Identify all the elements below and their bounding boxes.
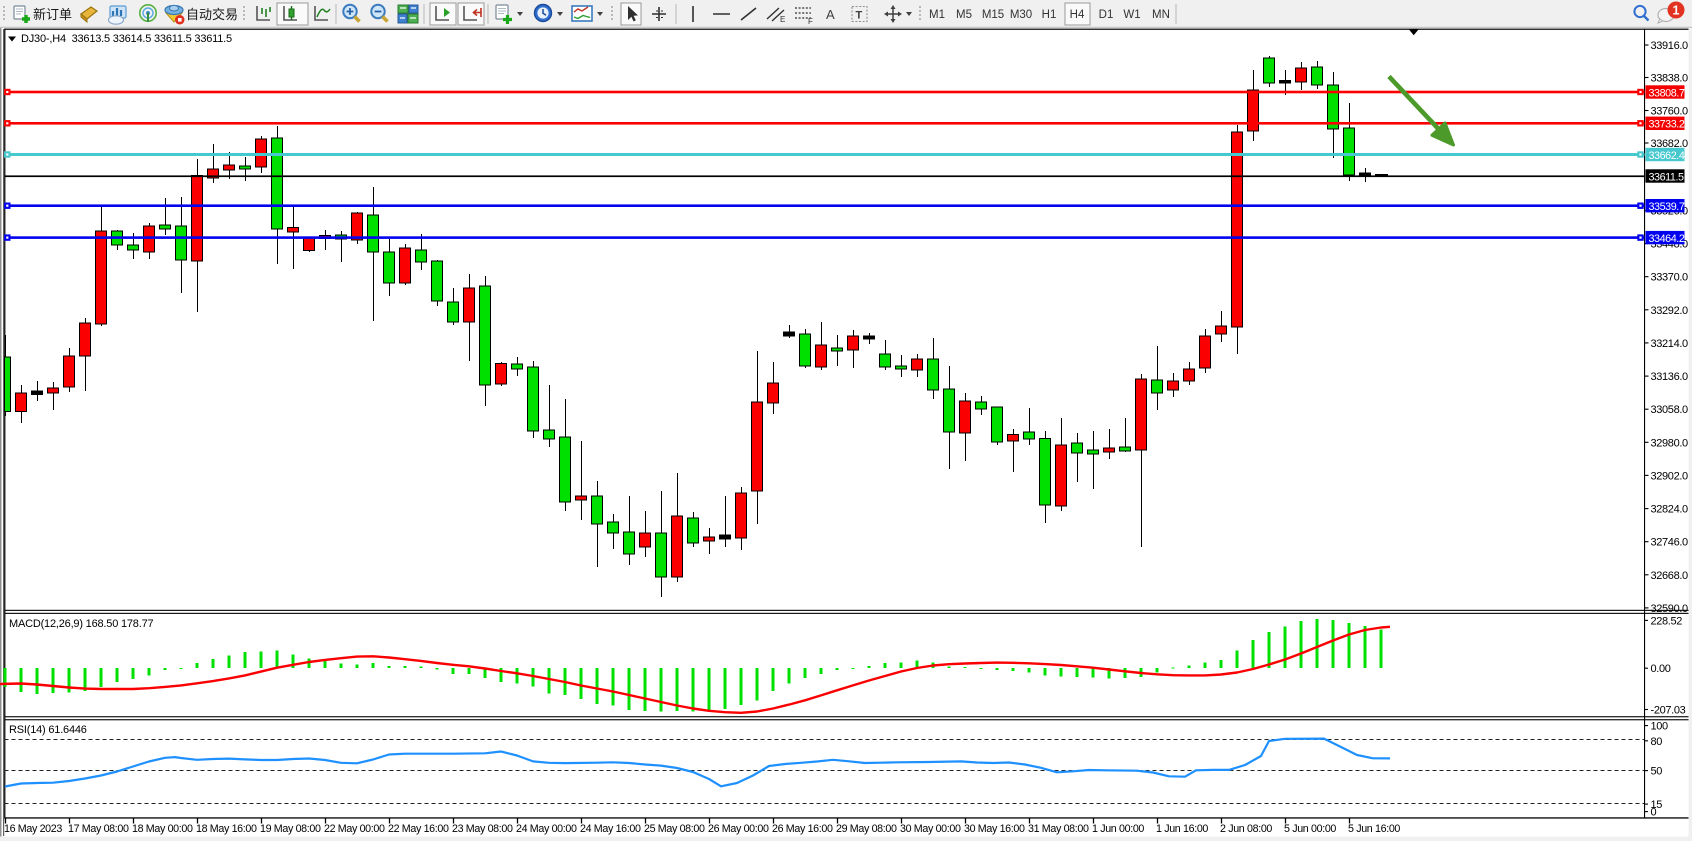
svg-text:33136.0: 33136.0 — [1651, 371, 1689, 383]
svg-text:33760.0: 33760.0 — [1651, 106, 1689, 118]
svg-text:26 May 16:00: 26 May 16:00 — [772, 823, 833, 835]
svg-text:1 Jun 16:00: 1 Jun 16:00 — [1156, 823, 1208, 835]
svg-text:5 Jun 16:00: 5 Jun 16:00 — [1348, 823, 1400, 835]
svg-text:D1: D1 — [1099, 9, 1114, 21]
svg-text:24 May 16:00: 24 May 16:00 — [580, 823, 641, 835]
svg-text:33292.0: 33292.0 — [1651, 305, 1689, 317]
svg-text:H1: H1 — [1042, 9, 1057, 21]
svg-text:33539.7: 33539.7 — [1649, 201, 1685, 213]
svg-text:19 May 08:00: 19 May 08:00 — [260, 823, 321, 835]
svg-text:22 May 16:00: 22 May 16:00 — [388, 823, 449, 835]
svg-text:32980.0: 32980.0 — [1651, 437, 1689, 449]
svg-text:33214.0: 33214.0 — [1651, 338, 1689, 350]
svg-text:RSI(14) 61.6446: RSI(14) 61.6446 — [9, 724, 87, 736]
svg-text:32746.0: 32746.0 — [1651, 537, 1689, 549]
svg-text:MACD(12,26,9) 168.50 178.77: MACD(12,26,9) 168.50 178.77 — [9, 618, 153, 630]
svg-text:新订单: 新订单 — [33, 7, 72, 22]
svg-text:32902.0: 32902.0 — [1651, 470, 1689, 482]
svg-text:2 Jun 08:00: 2 Jun 08:00 — [1220, 823, 1272, 835]
svg-text:25 May 08:00: 25 May 08:00 — [644, 823, 705, 835]
svg-text:33838.0: 33838.0 — [1651, 73, 1689, 85]
svg-text:E: E — [780, 15, 785, 24]
svg-text:33662.4: 33662.4 — [1649, 150, 1685, 162]
svg-text:33611.5: 33611.5 — [1649, 171, 1685, 183]
svg-text:16 May 2023: 16 May 2023 — [4, 823, 62, 835]
svg-text:30 May 00:00: 30 May 00:00 — [900, 823, 961, 835]
svg-text:0.00: 0.00 — [1651, 663, 1671, 675]
svg-text:24 May 00:00: 24 May 00:00 — [516, 823, 577, 835]
svg-text:1: 1 — [1673, 4, 1680, 18]
svg-text:DJ30-,H4 33613.5 33614.5 3361: DJ30-,H4 33613.5 33614.5 33611.5 33611.5 — [21, 33, 232, 45]
svg-text:1 Jun 00:00: 1 Jun 00:00 — [1092, 823, 1144, 835]
svg-text:F: F — [808, 17, 813, 26]
svg-text:32668.0: 32668.0 — [1651, 570, 1689, 582]
svg-text:33808.7: 33808.7 — [1649, 87, 1685, 99]
svg-text:M30: M30 — [1010, 9, 1032, 21]
svg-text:32590.0: 32590.0 — [1651, 603, 1689, 615]
svg-text:M15: M15 — [982, 9, 1004, 21]
svg-text:A: A — [826, 7, 835, 22]
svg-text:228.52: 228.52 — [1651, 615, 1683, 627]
svg-text:33916.0: 33916.0 — [1651, 40, 1689, 52]
svg-text:22 May 00:00: 22 May 00:00 — [324, 823, 385, 835]
svg-text:33682.0: 33682.0 — [1651, 138, 1689, 150]
svg-text:32824.0: 32824.0 — [1651, 504, 1689, 516]
svg-text:18 May 00:00: 18 May 00:00 — [132, 823, 193, 835]
svg-text:31 May 08:00: 31 May 08:00 — [1028, 823, 1089, 835]
svg-text:33370.0: 33370.0 — [1651, 272, 1689, 284]
svg-text:80: 80 — [1651, 736, 1663, 748]
svg-text:T: T — [856, 10, 863, 22]
svg-text:H4: H4 — [1070, 9, 1085, 21]
svg-text:W1: W1 — [1123, 9, 1140, 21]
svg-text:50: 50 — [1651, 766, 1663, 778]
svg-text:MN: MN — [1152, 9, 1170, 21]
svg-text:5 Jun 00:00: 5 Jun 00:00 — [1284, 823, 1336, 835]
svg-text:-207.03: -207.03 — [1651, 705, 1686, 717]
svg-text:29 May 08:00: 29 May 08:00 — [836, 823, 897, 835]
svg-text:30 May 16:00: 30 May 16:00 — [964, 823, 1025, 835]
svg-text:17 May 08:00: 17 May 08:00 — [68, 823, 129, 835]
svg-text:0: 0 — [1651, 807, 1657, 819]
svg-text:M5: M5 — [956, 9, 972, 21]
svg-text:15: 15 — [1651, 799, 1663, 811]
svg-text:M1: M1 — [929, 9, 945, 21]
svg-text:33733.2: 33733.2 — [1649, 119, 1685, 131]
svg-text:100: 100 — [1651, 721, 1669, 733]
svg-text:33464.2: 33464.2 — [1649, 233, 1685, 245]
svg-text:23 May 08:00: 23 May 08:00 — [452, 823, 513, 835]
svg-text:自动交易: 自动交易 — [186, 7, 238, 22]
svg-text:33058.0: 33058.0 — [1651, 404, 1689, 416]
svg-text:18 May 16:00: 18 May 16:00 — [196, 823, 257, 835]
svg-text:26 May 00:00: 26 May 00:00 — [708, 823, 769, 835]
